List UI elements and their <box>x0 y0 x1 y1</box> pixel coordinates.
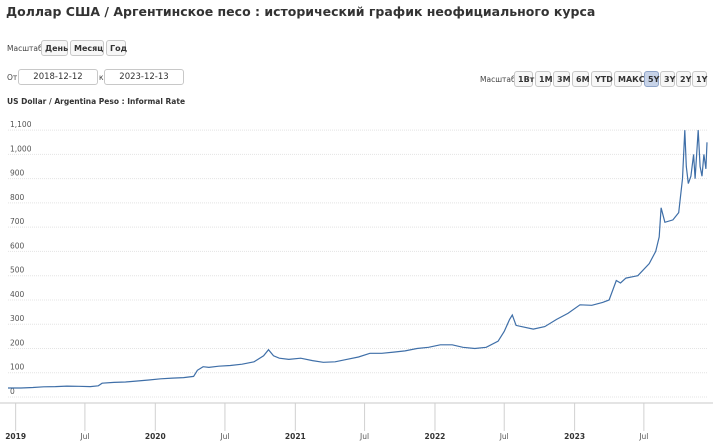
x-tick-label: Jul <box>499 432 509 441</box>
x-tick-label: Jul <box>79 432 89 441</box>
zoom-1w-button[interactable]: 1Вт <box>514 71 534 87</box>
y-tick-label: 600 <box>10 241 25 250</box>
chart-grid <box>0 129 713 404</box>
x-tick-label: 2021 <box>285 432 306 441</box>
x-axis-labels: 2019 Jul 2020 Jul 2021 Jul 2022 Jul 2023 Jul <box>5 403 648 441</box>
page-title: Доллар США / Аргентинское песо : историч… <box>6 4 596 19</box>
to-date-input[interactable] <box>104 69 184 85</box>
x-tick-label: Jul <box>359 432 369 441</box>
x-tick-label: 2022 <box>425 432 446 441</box>
x-tick-label: 2020 <box>145 432 166 441</box>
y-tick-label: 900 <box>10 169 25 178</box>
zoom-max-button[interactable]: МАКС <box>614 71 645 87</box>
y-tick-label: 400 <box>10 290 25 299</box>
y-tick-label: 800 <box>10 193 25 202</box>
y-tick-label: 100 <box>10 363 25 372</box>
scale-day-button[interactable]: День <box>41 40 68 56</box>
chart-title: US Dollar / Argentina Peso : Informal Ra… <box>7 97 186 106</box>
y-tick-label: 1,100 <box>10 120 32 129</box>
y-tick-label: 1,000 <box>10 144 32 153</box>
series-line <box>8 130 708 389</box>
x-tick-label: Jul <box>638 432 648 441</box>
zoom-6m-button[interactable]: 6M <box>572 71 590 87</box>
zoom-label: Масштаб: <box>480 75 519 84</box>
zoom-1y-button[interactable]: 1Y <box>692 71 707 87</box>
x-tick-label: 2019 <box>5 432 26 441</box>
x-tick-label: 2023 <box>564 432 585 441</box>
from-date-input[interactable] <box>18 69 98 85</box>
scale-label: Масштаб: <box>7 44 46 53</box>
y-tick-label: 200 <box>10 338 25 347</box>
y-tick-label: 500 <box>10 266 25 275</box>
y-tick-label: 0 <box>10 387 15 396</box>
x-tick-label: Jul <box>219 432 229 441</box>
from-label: От: <box>7 73 20 82</box>
zoom-2y-button[interactable]: 2Y <box>676 71 691 87</box>
to-label: к: <box>99 73 107 82</box>
zoom-5y-button[interactable]: 5Y <box>644 71 659 87</box>
scale-year-button[interactable]: Год <box>106 40 127 56</box>
y-axis-labels: 0 100 200 300 400 500 600 700 800 900 1,000 1,100 <box>10 120 32 396</box>
zoom-1m-button[interactable]: 1M <box>535 71 553 87</box>
zoom-3m-button[interactable]: 3M <box>553 71 571 87</box>
line-chart: 0 100 200 300 400 500 600 700 800 900 1,000 1,100 2… <box>0 120 713 441</box>
zoom-3y-button[interactable]: 3Y <box>660 71 675 87</box>
y-tick-label: 300 <box>10 314 25 323</box>
zoom-ytd-button[interactable]: YTD <box>591 71 613 87</box>
scale-month-button[interactable]: Месяц <box>70 40 104 56</box>
y-tick-label: 700 <box>10 217 25 226</box>
